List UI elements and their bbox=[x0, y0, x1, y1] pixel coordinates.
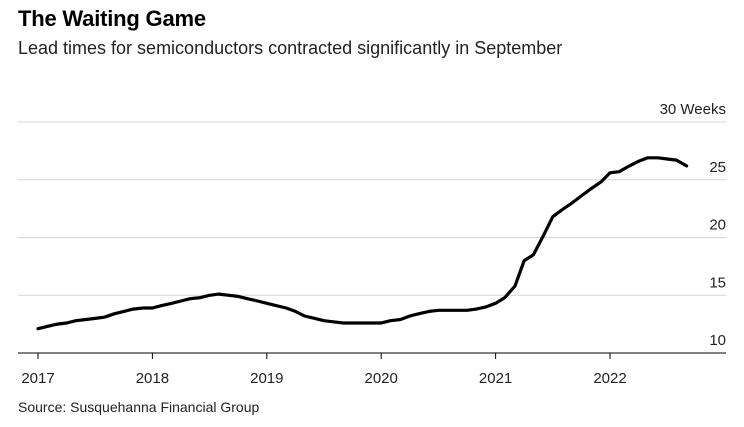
x-axis-tick-labels: 2017 2018 2019 2020 2021 2022 bbox=[21, 370, 626, 387]
x-tick-label-2017: 2017 bbox=[21, 370, 54, 387]
x-tick-label-2022: 2022 bbox=[593, 370, 626, 387]
chart-title: The Waiting Game bbox=[18, 6, 206, 31]
series-line-0 bbox=[36, 156, 689, 331]
y-tick-label-10: 10 bbox=[709, 332, 726, 349]
y-tick-label-20: 20 bbox=[709, 217, 726, 234]
x-axis bbox=[18, 352, 726, 359]
x-tick-label-2019: 2019 bbox=[250, 370, 283, 387]
x-tick-label-2021: 2021 bbox=[479, 370, 512, 387]
x-tick-label-2018: 2018 bbox=[136, 370, 169, 387]
x-tick-label-2020: 2020 bbox=[365, 370, 398, 387]
chart-source: Source: Susquehanna Financial Group bbox=[18, 399, 260, 415]
series-group bbox=[36, 156, 689, 331]
gridlines bbox=[18, 121, 726, 296]
y-tick-label-25: 25 bbox=[709, 159, 726, 176]
y-tick-label-15: 15 bbox=[709, 274, 726, 291]
y-axis-tick-labels: 10 15 20 25 30 Weeks bbox=[660, 101, 726, 349]
y-tick-label-30: 30 Weeks bbox=[660, 101, 726, 118]
chart-subtitle: Lead times for semiconductors contracted… bbox=[18, 38, 563, 58]
